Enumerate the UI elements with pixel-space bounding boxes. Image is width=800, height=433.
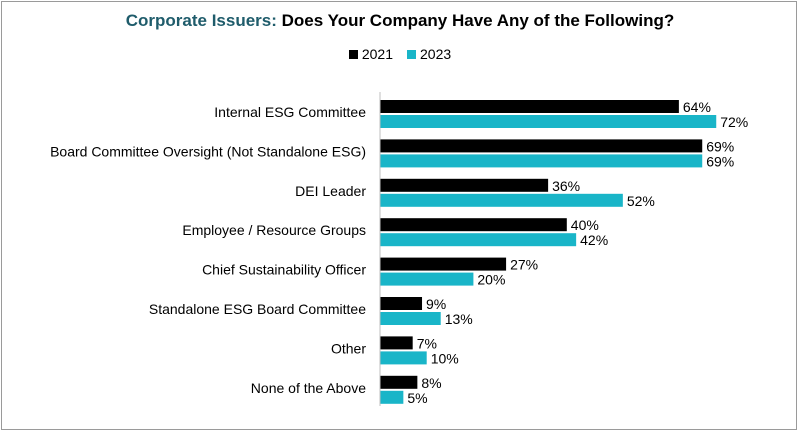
bar-2023 [380, 272, 474, 286]
category-label: Chief Sustainability Officer [202, 262, 366, 278]
legend-swatch-2021 [348, 49, 358, 59]
legend-swatch-2023 [407, 49, 416, 59]
chart-title: Corporate Issuers: Does Your Company Hav… [0, 11, 800, 31]
bar-2021 [380, 218, 567, 232]
data-label-2021: 27% [510, 257, 538, 273]
data-label-2021: 36% [552, 178, 580, 194]
data-label-2023: 69% [706, 153, 734, 169]
legend-item-2021: 2021 [348, 46, 393, 62]
bar-2021 [380, 257, 507, 271]
legend-label-2021: 2021 [361, 46, 393, 62]
bar-2023 [380, 351, 427, 365]
category-label: Board Committee Oversight (Not Standalon… [50, 143, 366, 159]
bar-2021 [380, 100, 679, 113]
bar-2021 [380, 375, 418, 389]
data-label-2021: 64% [683, 99, 711, 115]
category-label: Other [331, 340, 366, 356]
bar-2023 [380, 312, 441, 325]
category-label: DEI Leader [295, 183, 366, 199]
data-label-2023: 13% [445, 311, 473, 327]
category-label: Employee / Resource Groups [182, 222, 366, 238]
data-label-2023: 5% [407, 390, 427, 406]
data-label-2023: 10% [431, 350, 459, 366]
data-label-2021: 7% [417, 335, 437, 351]
data-label-2021: 69% [706, 138, 734, 154]
bar-2023 [380, 154, 703, 168]
chart-title-rest: Does Your Company Have Any of the Follow… [276, 11, 675, 30]
data-label-2023: 72% [720, 114, 748, 130]
bar-2021 [380, 139, 703, 153]
data-label-2023: 42% [580, 232, 608, 248]
bar-2021 [380, 178, 549, 192]
legend-label-2023: 2023 [420, 46, 452, 62]
bar-2023 [380, 233, 577, 247]
bar-2023 [380, 193, 623, 207]
data-label-2023: 20% [477, 272, 505, 288]
data-label-2023: 52% [627, 193, 655, 209]
data-label-2021: 9% [426, 296, 446, 312]
category-label: Internal ESG Committee [214, 104, 366, 120]
category-label: None of the Above [251, 380, 366, 396]
data-label-2021: 8% [421, 375, 441, 391]
chart-legend: 2021 2023 [0, 46, 800, 62]
data-label-2021: 40% [571, 217, 599, 233]
bar-2021 [380, 336, 413, 350]
legend-item-2023: 2023 [407, 46, 451, 62]
bar-2021 [380, 297, 423, 310]
bar-2023 [380, 115, 717, 128]
chart-title-accent: Corporate Issuers: [125, 11, 277, 30]
category-label: Standalone ESG Board Committee [149, 301, 366, 317]
bar-2023 [380, 390, 404, 404]
